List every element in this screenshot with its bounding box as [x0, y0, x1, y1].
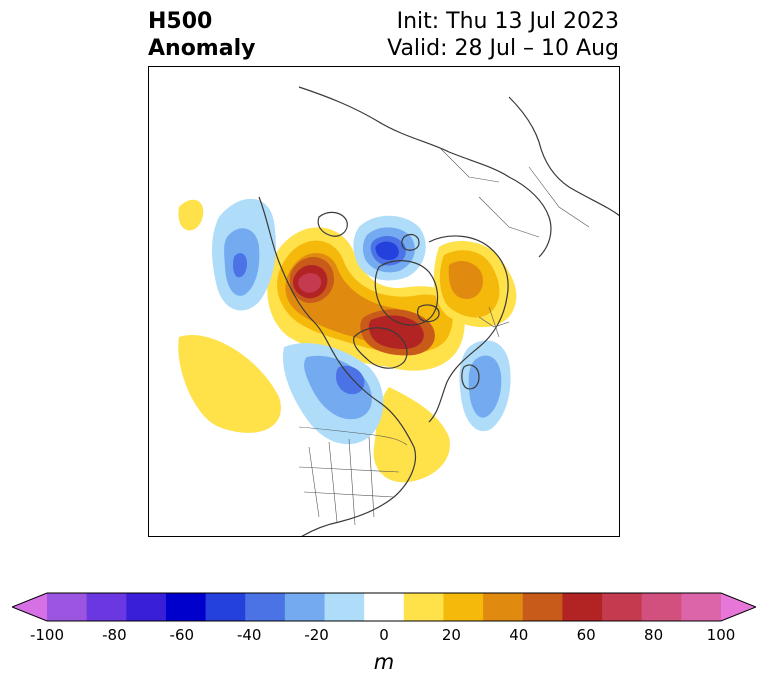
- colorbar-tick-label: 80: [644, 626, 664, 644]
- anomaly-center-plus-red-2: [368, 315, 424, 349]
- border-asia-1: [478, 196, 540, 238]
- colorbar-segment: [324, 593, 365, 621]
- coastline-greenland: [374, 260, 439, 326]
- colorbar-segment: [165, 593, 207, 621]
- colorbar-tick-label: -100: [29, 626, 65, 644]
- coastline-hudson-bay: [353, 327, 408, 369]
- colorbar-outline: [12, 592, 756, 622]
- anomaly-west-plus-6: [298, 273, 322, 293]
- colorbar-segment: [245, 593, 286, 621]
- colorbar-extend-min: [12, 593, 47, 621]
- coastline-svalbard: [401, 233, 420, 251]
- colorbar-tick-label: -80: [102, 626, 127, 644]
- border-asia-3: [438, 146, 500, 183]
- anomaly-gulf-alaska-minus-3: [233, 253, 247, 278]
- colorbar-tick-label: 100: [706, 626, 736, 644]
- init-date: Init: Thu 13 Jul 2023: [396, 9, 619, 34]
- colorbar-segment: [364, 593, 405, 621]
- border-europe-2: [478, 316, 510, 328]
- colorbar-tick-label: -20: [304, 626, 329, 644]
- coastline-north-america: [258, 196, 416, 536]
- colorbar-segment: [205, 593, 246, 621]
- border-europe-1: [488, 306, 500, 338]
- map-title: H500 Anomaly: [148, 8, 255, 62]
- colorbar-tick-label: 0: [379, 626, 389, 644]
- border-us-states-4: [368, 436, 375, 518]
- anomaly-map: [148, 66, 620, 537]
- coastline-asia: [298, 86, 552, 258]
- colorbar-tick-label: -40: [236, 626, 262, 644]
- coastlines: [258, 86, 619, 536]
- border-us-states-6: [303, 491, 395, 498]
- colorbar-segment: [562, 593, 603, 621]
- border-asia-2: [528, 166, 590, 228]
- colorbar-segment: [126, 593, 167, 621]
- coastline-iceland: [417, 304, 440, 323]
- date-info: Init: Thu 13 Jul 2023 Valid: 28 Jul – 10…: [387, 8, 619, 62]
- valid-date: Valid: 28 Jul – 10 Aug: [387, 36, 619, 61]
- colorbar-tick-label: -60: [169, 626, 195, 644]
- border-us-canada: [298, 426, 408, 446]
- anomaly-east-us-plus: [373, 387, 450, 483]
- colorbar-tick-label: 20: [441, 626, 461, 644]
- colorbar-segment: [483, 593, 524, 621]
- colorbar-unit: m: [373, 650, 395, 674]
- anomaly-pacific-plus-north: [178, 199, 204, 231]
- colorbar-segment: [522, 593, 563, 621]
- border-us-states-1: [308, 446, 320, 518]
- colorbar-segment: [47, 593, 88, 621]
- map-canvas: [178, 86, 619, 536]
- border-us-states-2: [328, 441, 338, 523]
- coastline-arctic-islands: [317, 211, 348, 237]
- colorbar-segment: [403, 593, 444, 621]
- border-us-states-3: [348, 438, 356, 526]
- anomaly-pacific-plus: [178, 335, 281, 433]
- anomaly-siberia-minus-4: [375, 241, 399, 260]
- anomaly-scandinavia-plus-3: [448, 261, 484, 299]
- colorbar-segment: [443, 593, 484, 621]
- anomaly-atlantic-minus-2: [468, 355, 502, 418]
- coastline-europe: [428, 235, 509, 423]
- colorbar-segment: [284, 593, 326, 621]
- anomaly-plains-minus-3: [336, 365, 365, 395]
- colorbar-extend-max: [721, 593, 756, 621]
- colorbar-strip: [12, 592, 756, 622]
- title-line-1: H500: [148, 9, 213, 34]
- coastline-great-britain: [461, 364, 480, 390]
- colorbar-segment: [641, 593, 682, 621]
- border-us-states-5: [298, 466, 400, 473]
- colorbar-segment: [86, 593, 127, 621]
- colorbar-segment: [602, 593, 643, 621]
- negative-anomaly-areas: [212, 198, 511, 445]
- title-line-2: Anomaly: [148, 36, 256, 61]
- colorbar-segment: [681, 593, 722, 621]
- colorbar-tick-label: 40: [509, 626, 529, 644]
- political-borders: [298, 146, 590, 526]
- colorbar-tick-label: 60: [576, 626, 596, 644]
- coastline-east-asia: [508, 96, 619, 217]
